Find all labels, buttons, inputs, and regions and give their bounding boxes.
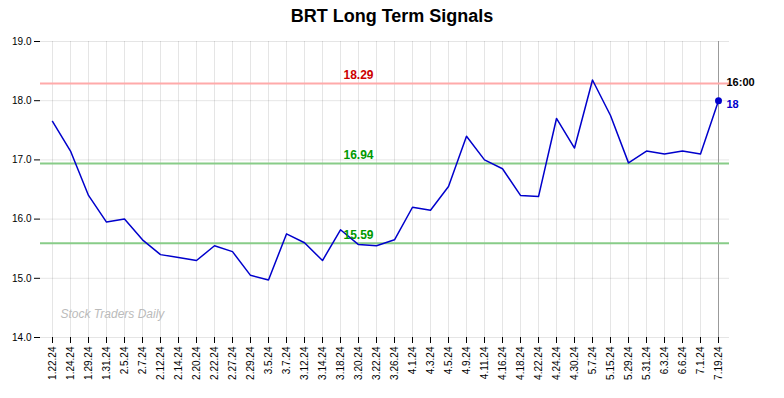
svg-text:4.18.24: 4.18.24 <box>515 346 526 380</box>
svg-text:3.20.24: 3.20.24 <box>353 346 364 380</box>
svg-text:16.0: 16.0 <box>12 213 32 224</box>
svg-text:2.14.24: 2.14.24 <box>173 346 184 380</box>
svg-text:3.5.24: 3.5.24 <box>263 346 274 374</box>
svg-text:14.0: 14.0 <box>12 332 32 343</box>
svg-text:4.16.24: 4.16.24 <box>497 346 508 380</box>
svg-text:1.31.24: 1.31.24 <box>101 346 112 380</box>
svg-text:7.19.24: 7.19.24 <box>713 346 724 380</box>
svg-text:2.20.24: 2.20.24 <box>191 346 202 380</box>
svg-text:2.29.24: 2.29.24 <box>245 346 256 380</box>
svg-text:6.3.24: 6.3.24 <box>659 346 670 374</box>
svg-text:4.3.24: 4.3.24 <box>425 346 436 374</box>
svg-text:Stock Traders Daily: Stock Traders Daily <box>61 307 166 321</box>
svg-text:4.11.24: 4.11.24 <box>479 346 490 379</box>
svg-text:16.94: 16.94 <box>343 148 373 162</box>
svg-text:2.12.24: 2.12.24 <box>155 346 166 380</box>
svg-text:4.9.24: 4.9.24 <box>461 346 472 374</box>
svg-text:15.0: 15.0 <box>12 273 32 284</box>
svg-text:3.14.24: 3.14.24 <box>317 346 328 380</box>
svg-text:6.6.24: 6.6.24 <box>677 346 688 374</box>
html-text:BRT Long Term Signals: BRT Long Term Signals <box>290 6 494 26</box>
svg-text:5.7.24: 5.7.24 <box>587 346 598 374</box>
svg-text:19.0: 19.0 <box>12 36 32 47</box>
svg-text:1.22.24: 1.22.24 <box>47 346 58 380</box>
svg-text:5.29.24: 5.29.24 <box>623 346 634 380</box>
svg-text:4.5.24: 4.5.24 <box>443 346 454 374</box>
svg-text:2.5.24: 2.5.24 <box>119 346 130 374</box>
svg-text:18: 18 <box>727 98 739 110</box>
svg-text:3.7.24: 3.7.24 <box>281 346 292 374</box>
svg-text:5.15.24: 5.15.24 <box>605 346 616 380</box>
svg-text:3.12.24: 3.12.24 <box>299 346 310 380</box>
svg-text:2.27.24: 2.27.24 <box>227 346 238 380</box>
svg-text:15.59: 15.59 <box>343 228 373 242</box>
svg-text:5.31.24: 5.31.24 <box>641 346 652 380</box>
svg-text:4.24.24: 4.24.24 <box>551 346 562 380</box>
svg-text:4.30.24: 4.30.24 <box>569 346 580 380</box>
svg-text:3.18.24: 3.18.24 <box>335 346 346 380</box>
svg-text:4.22.24: 4.22.24 <box>533 346 544 380</box>
svg-text:7.1.24: 7.1.24 <box>695 346 706 374</box>
svg-text:18.0: 18.0 <box>12 95 32 106</box>
svg-text:18.29: 18.29 <box>343 68 373 82</box>
svg-text:2.7.24: 2.7.24 <box>137 346 148 374</box>
svg-text:3.26.24: 3.26.24 <box>389 346 400 380</box>
svg-text:1.24.24: 1.24.24 <box>65 346 76 380</box>
svg-text:17.0: 17.0 <box>12 154 32 165</box>
svg-text:1.29.24: 1.29.24 <box>83 346 94 380</box>
svg-text:4.1.24: 4.1.24 <box>407 346 418 374</box>
svg-text:3.22.24: 3.22.24 <box>371 346 382 380</box>
svg-text:2.22.24: 2.22.24 <box>209 346 220 380</box>
svg-text:16:00: 16:00 <box>727 76 755 88</box>
